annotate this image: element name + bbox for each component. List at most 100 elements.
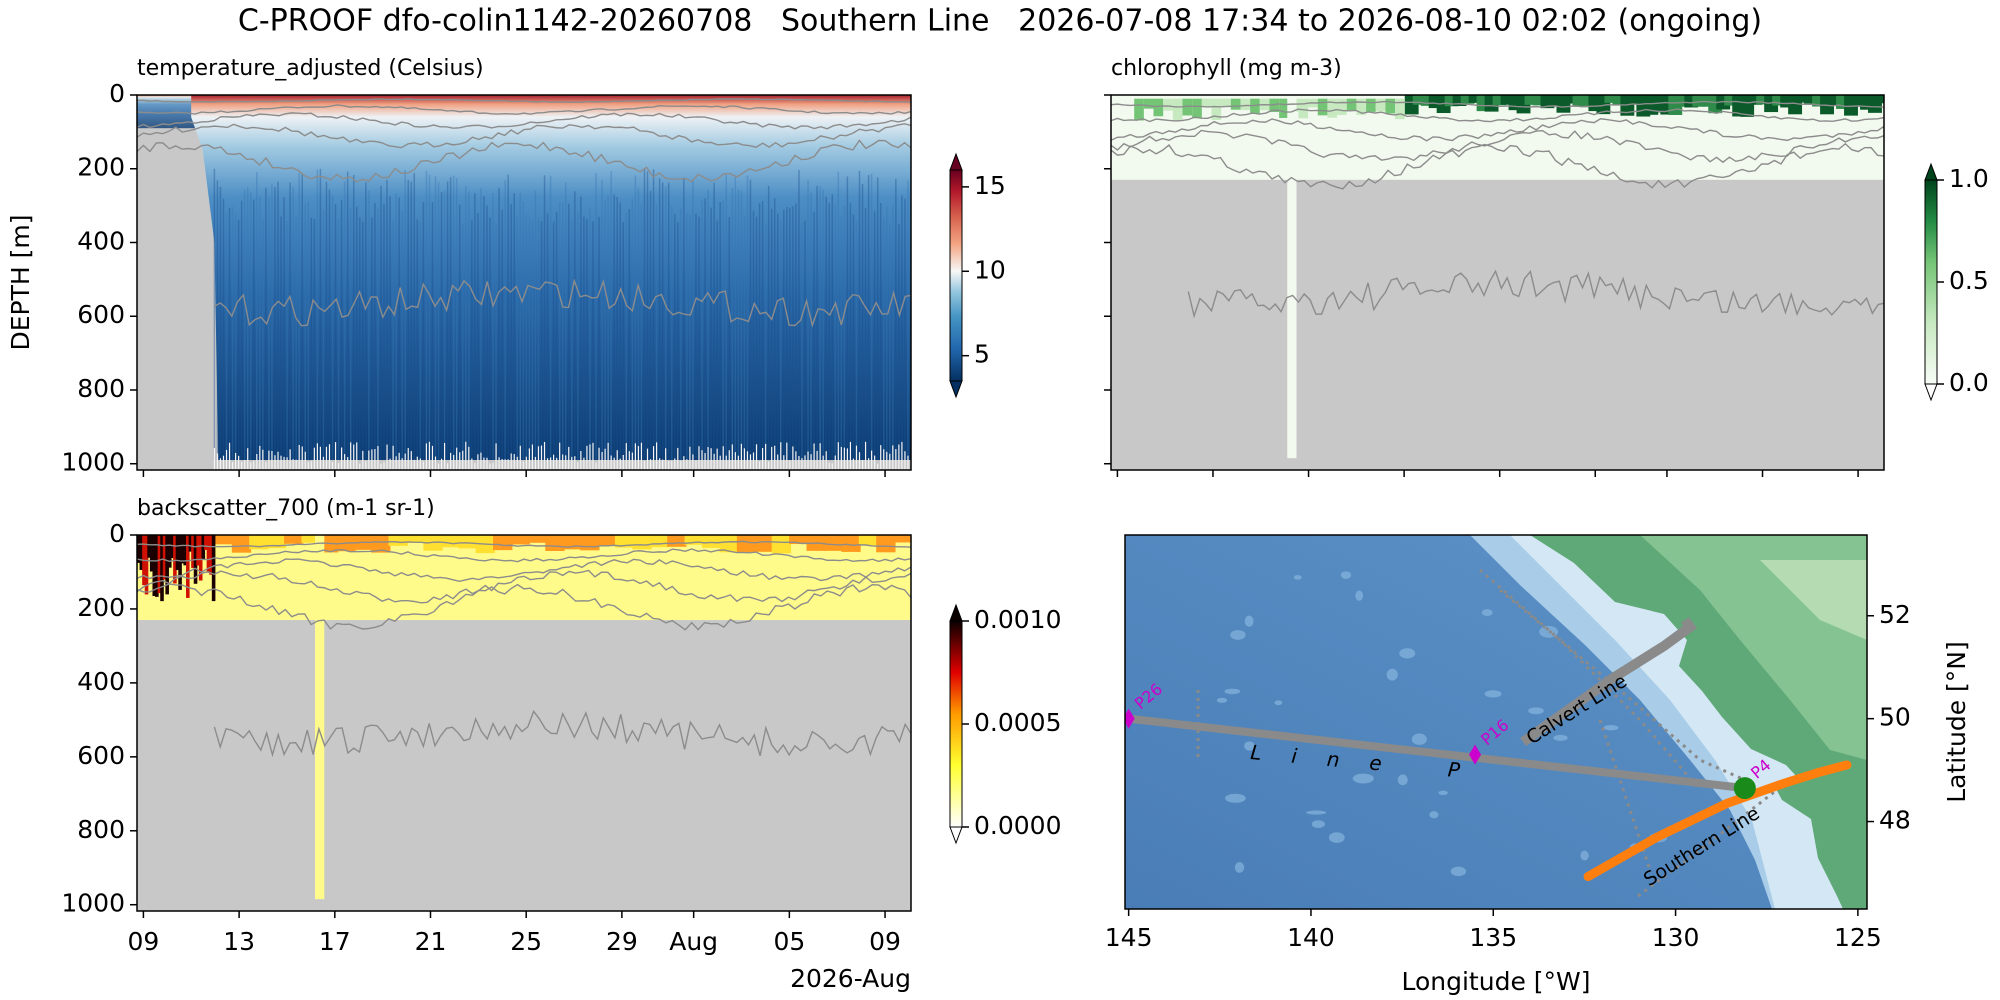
seamount [1244,741,1255,751]
colorbar-extend [1924,162,1938,181]
field-cell [139,535,144,571]
x-tick-label: 130 [1652,923,1700,952]
x-tick-label: 135 [1469,923,1517,952]
seamount [1481,609,1493,617]
station-marker [1125,708,1135,729]
field-cell [1143,98,1154,109]
land-peak [1760,560,1867,640]
field-cell [1230,98,1241,110]
colorbar-tick-label: 0.0 [1949,368,1989,397]
glider-track [1583,760,1852,882]
contour [137,540,911,548]
field-cell [1327,98,1338,118]
field-cell [1366,98,1376,112]
y-tick-label: 50 [1879,703,1911,732]
contour [137,583,911,631]
y-tick-label: 200 [77,153,125,182]
field-cell [1524,95,1539,105]
field-cell [1317,98,1328,116]
field-cell [175,535,180,571]
field-cell [1163,98,1173,111]
colorbar [949,169,963,382]
field-cell [458,535,478,549]
y-tick-label: 400 [77,226,125,255]
seamount [1306,810,1327,815]
x-tick-label: 17 [319,927,351,956]
y-tick-label: 800 [77,374,125,403]
figure-title: C-PROOF dfo-colin1142-20260708 Southern … [238,4,1762,39]
contour [1111,129,1884,164]
field-cell [545,535,565,552]
glider-position [1733,777,1756,800]
field-cell [1700,95,1715,107]
field-cell [1452,95,1467,106]
field-cell [893,535,911,543]
colorbar-tick-label: 5 [974,340,990,369]
x-axis-label: Longitude [°W] [1401,967,1590,996]
y-tick-label: 800 [77,815,125,844]
contour [137,139,911,183]
colorbar-tick-label: 15 [974,171,1006,200]
field-cell [204,535,208,550]
field-cell [1772,95,1787,106]
field-cell [1420,95,1435,106]
field-cell [191,535,195,568]
field-cell [1182,98,1193,116]
frame [136,94,912,471]
field-cell [684,535,704,545]
field-cell [1828,95,1842,106]
field-cell [173,535,177,584]
field-cell [1812,95,1826,107]
field-cell [1385,98,1396,114]
y-tick-label: 1000 [61,889,125,918]
field-cell [736,535,757,552]
field-cell [702,535,722,548]
field-cell [371,535,391,553]
seamount [1399,648,1416,659]
y-tick-label: 400 [77,667,125,696]
contour [137,98,911,103]
field-cell [196,535,200,566]
field-cell [1492,95,1507,106]
contour [137,104,911,115]
field-cell [580,535,600,551]
field-cell [160,535,164,602]
field-cell [198,535,203,581]
colorbar [1924,179,1938,385]
field-cell [1269,98,1280,113]
x-tick-label: 125 [1834,923,1882,952]
field-cell [719,535,739,553]
field-cell [388,535,408,546]
seamount [1224,688,1241,695]
field-cell [1211,98,1222,120]
field-cell [1240,98,1251,111]
seamount [1411,733,1427,745]
field-cell [1532,95,1547,106]
contour [1111,100,1884,108]
contour [1111,142,1884,190]
colorbar-tick-label: 0.0010 [974,605,1061,634]
field-cell [1564,95,1579,104]
field-cell [1604,95,1619,103]
field-cell [1221,98,1231,107]
line-p-track [1128,714,1746,793]
seamount [1553,734,1568,741]
survey-track [1598,719,1652,871]
field-cell [1250,98,1260,114]
contour [1111,108,1884,123]
field-cell [147,535,151,558]
field-cell [754,535,774,552]
seamount [1484,690,1502,698]
seamount [1386,668,1398,681]
field-cell [1692,95,1707,107]
field-cell [1724,95,1739,106]
field-cell [1852,95,1866,107]
x-tick-label: 140 [1287,923,1335,952]
seamount [1274,700,1283,706]
field-cell [157,535,162,594]
colorbar-extend [949,152,963,171]
field-cell [201,535,206,560]
field [1287,95,1297,459]
field-cell [1444,95,1459,107]
field-cell [493,535,513,551]
